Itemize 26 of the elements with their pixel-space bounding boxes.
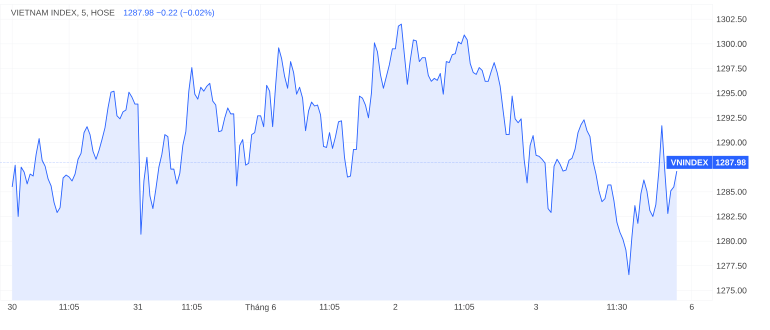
x-tick-label: 30	[8, 304, 17, 310]
x-tick-label: 11:30	[607, 304, 627, 310]
y-tick-label: 1282.50	[716, 214, 746, 220]
ref-line-label: 1287.98	[716, 159, 746, 166]
y-tick-label: 1295.00	[716, 90, 746, 96]
y-tick-label: 1302.50	[716, 16, 746, 22]
x-tick-label: 11:05	[182, 304, 202, 310]
x-tick-label: 11:05	[59, 304, 79, 310]
text: VIETNAM INDEX, 5, HOSE	[10, 10, 114, 17]
x-tick-label: 2	[393, 304, 398, 310]
x-tick-label: 6	[690, 304, 694, 310]
x-tick-label: 31	[134, 304, 142, 310]
y-tick-label: 1285.00	[716, 188, 746, 195]
text: 1287.98 −0.22 (−0.02%)	[124, 9, 214, 18]
y-tick-label: 1297.50	[716, 66, 746, 72]
y-tick-label: 1280.00	[716, 238, 746, 244]
x-tick-label: Tháng 6	[245, 304, 276, 312]
x-tick-label: 11:05	[320, 304, 340, 310]
x-tick-label: 3	[534, 304, 538, 310]
y-tick-label: 1277.50	[716, 262, 746, 269]
y-tick-label: 1292.50	[716, 114, 746, 121]
annotation: VNINDEX	[670, 160, 708, 166]
y-tick-label: 1300.00	[716, 40, 746, 47]
x-tick-label: 11:05	[454, 304, 474, 310]
y-tick-label: 1290.00	[716, 140, 746, 146]
y-tick-label: 1275.00	[716, 288, 746, 294]
